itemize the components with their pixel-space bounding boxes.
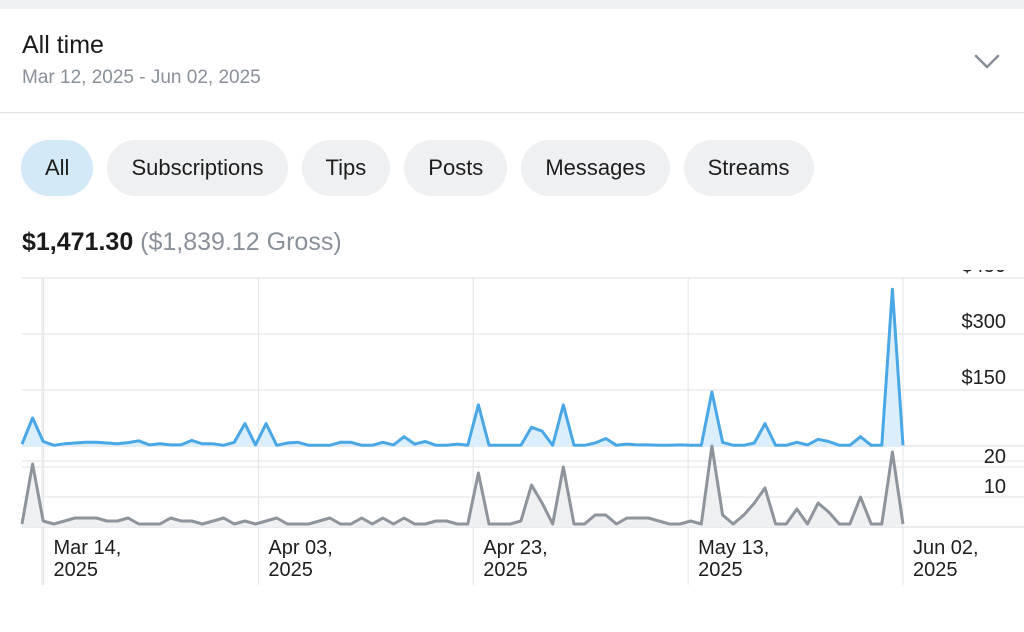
earnings-total: $1,471.30 ($1,839.12 Gross): [22, 228, 342, 257]
y-tick-amount-0: $150: [962, 367, 1007, 389]
tab-all[interactable]: All: [21, 140, 94, 196]
y-tick-amount-1: $300: [962, 311, 1007, 333]
x-tick-year-4: 2025: [913, 559, 958, 581]
net-amount: $1,471.30: [22, 228, 134, 256]
x-tick-year-2: 2025: [483, 559, 528, 581]
amount-series-area: [22, 289, 903, 446]
period-selector[interactable]: All time Mar 12, 2025 - Jun 02, 2025: [0, 9, 1024, 113]
x-tick-year-1: 2025: [268, 559, 313, 581]
gross-amount: ($1,839.12 Gross): [140, 228, 342, 256]
tab-tips[interactable]: Tips: [301, 140, 391, 196]
x-tick-label-3: May 13,: [698, 537, 769, 559]
filter-tabs: All Subscriptions Tips Posts Messages St…: [21, 140, 814, 196]
y-tick-count-1: 20: [984, 446, 1006, 468]
top-strip: [0, 0, 1024, 9]
count-series-area: [22, 446, 903, 527]
x-tick-label-1: Apr 03,: [268, 537, 332, 559]
chevron-down-icon[interactable]: [970, 51, 1004, 73]
y-tick-count-0: 10: [984, 476, 1006, 498]
y-tick-amount-2: $450: [962, 270, 1007, 277]
x-tick-label-2: Apr 23,: [483, 537, 547, 559]
period-title: All time: [22, 31, 104, 59]
x-tick-year-0: 2025: [53, 559, 98, 581]
tab-posts[interactable]: Posts: [404, 140, 508, 196]
tab-streams[interactable]: Streams: [683, 140, 814, 196]
tab-messages[interactable]: Messages: [521, 140, 670, 196]
amount-series-line: [20, 287, 905, 447]
x-tick-year-3: 2025: [698, 559, 743, 581]
count-series-line: [20, 444, 905, 526]
x-tick-label-0: Mar 14,: [53, 537, 121, 559]
period-range: Mar 12, 2025 - Jun 02, 2025: [22, 67, 261, 88]
x-tick-label-4: Jun 02,: [913, 537, 979, 559]
tab-subscriptions[interactable]: Subscriptions: [107, 140, 288, 196]
